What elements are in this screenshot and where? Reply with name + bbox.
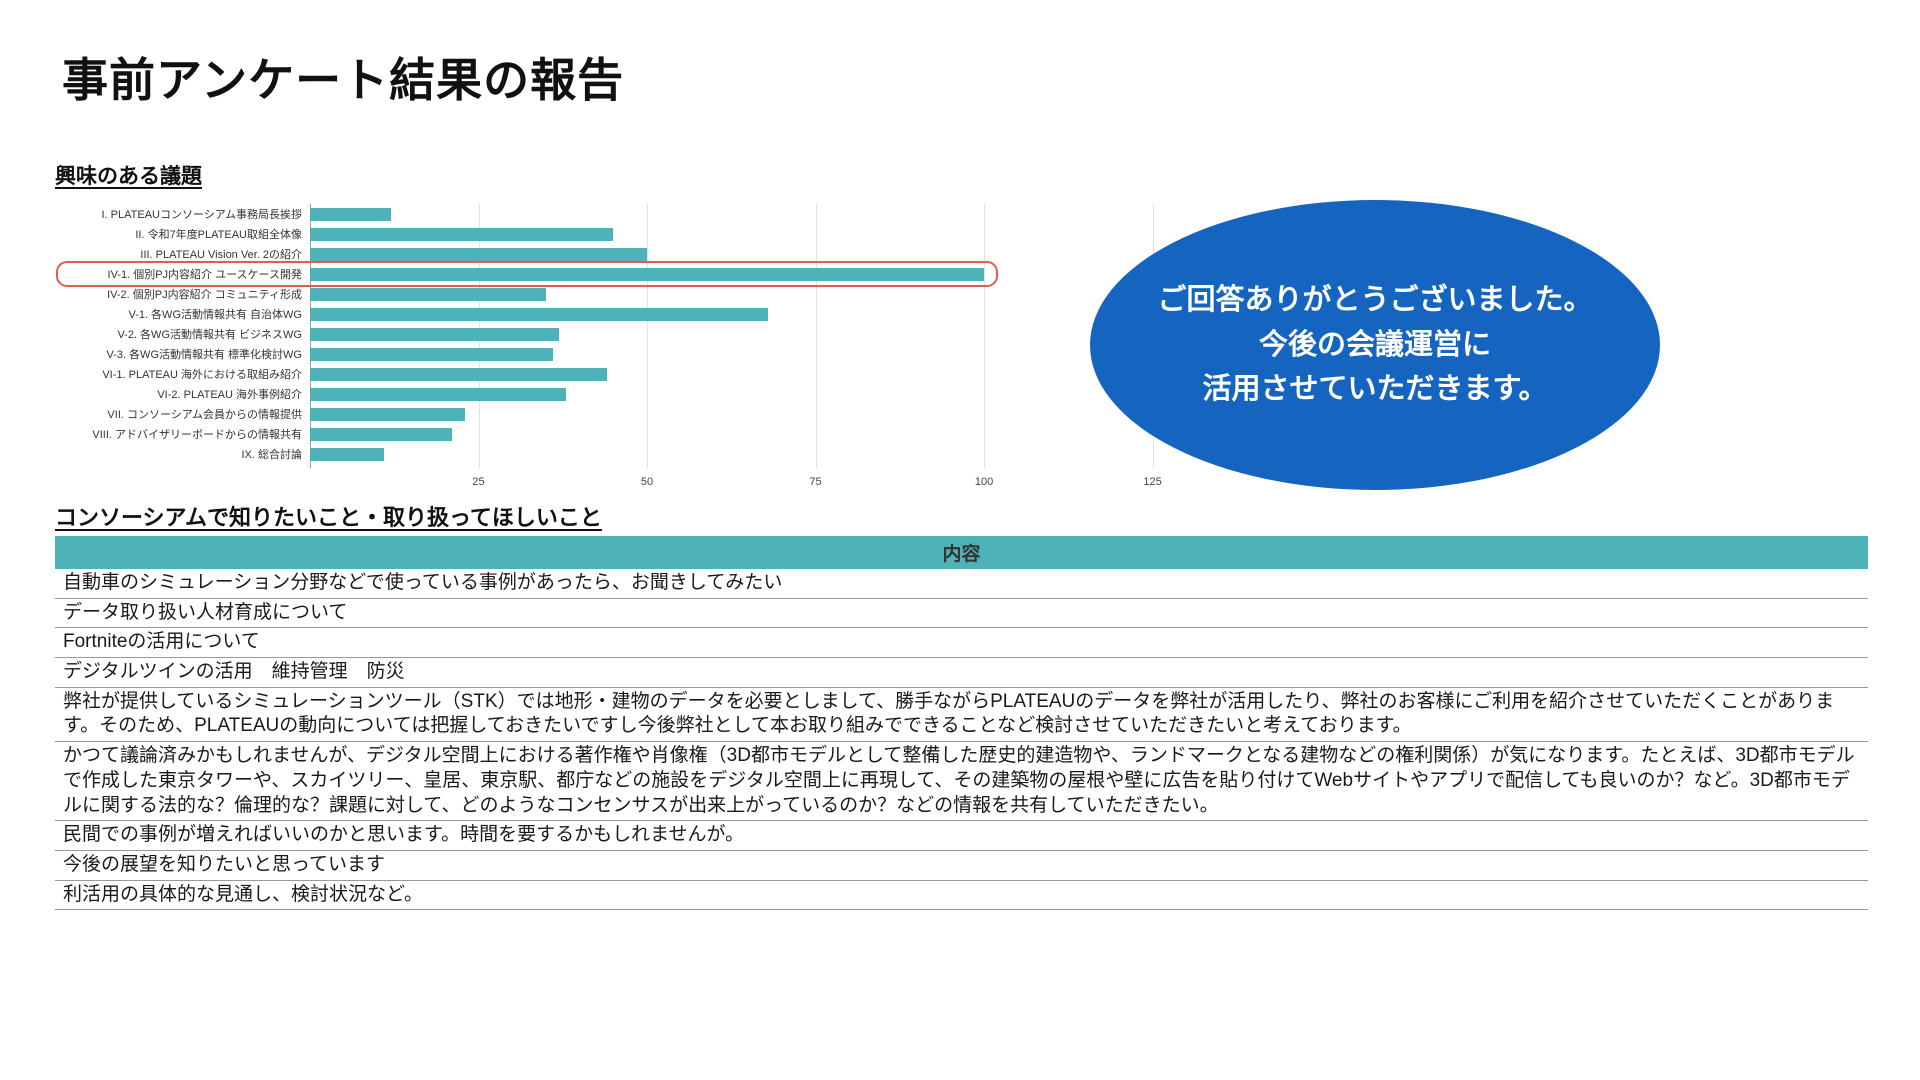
chart-row: V-1. 各WG活動情報共有 自治体WG bbox=[60, 304, 1220, 324]
chart-category-label: V-3. 各WG活動情報共有 標準化検討WG bbox=[106, 349, 302, 361]
chart-rows: I. PLATEAUコンソーシアム事務局長挨拶 II. 令和7年度PLATEAU取… bbox=[56, 204, 1220, 464]
chart-bar-track bbox=[310, 367, 1220, 381]
chart-category-label: V-2. 各WG活動情報共有 ビジネスWG bbox=[117, 329, 302, 341]
chart-category-label: IX. 総合討論 bbox=[241, 449, 302, 461]
table-cell: デジタルツインの活用 維持管理 防災 bbox=[55, 657, 1868, 688]
chart-bar bbox=[310, 427, 452, 441]
table-section-heading: コンソーシアムで知りたいこと・取り扱ってほしいこと bbox=[55, 505, 602, 530]
chart-bar-track bbox=[310, 267, 1220, 281]
chart-bar bbox=[310, 227, 614, 241]
table-cell: Fortniteの活用について bbox=[55, 627, 1868, 659]
chart-row: III. PLATEAU Vision Ver. 2の紹介 bbox=[60, 244, 1220, 264]
x-tick-label: 25 bbox=[472, 476, 485, 488]
chart-category-label: VIII. アドバイザリーボードからの情報共有 bbox=[92, 429, 302, 441]
gridline bbox=[815, 204, 817, 468]
x-tick-label: 125 bbox=[1143, 476, 1162, 488]
table-row: データ取り扱い人材育成について bbox=[55, 598, 1868, 629]
chart-bar-track bbox=[310, 347, 1220, 361]
chart-category-label: II. 令和7年度PLATEAU取組全体像 bbox=[135, 229, 302, 241]
chart-bar bbox=[310, 267, 985, 281]
callout-line: ご回答ありがとうございました。 bbox=[1157, 283, 1593, 316]
chart-bar bbox=[310, 327, 560, 341]
table-header-row: 内容 bbox=[55, 536, 1868, 569]
gridline bbox=[984, 204, 986, 468]
chart-bar bbox=[310, 407, 466, 421]
table-cell: 今後の展望を知りたいと思っています bbox=[55, 850, 1868, 881]
chart-category-label: III. PLATEAU Vision Ver. 2の紹介 bbox=[140, 249, 302, 261]
thanks-callout-ellipse: ご回答ありがとうございました。 今後の会議運営に活用させていただきます。 bbox=[1090, 200, 1660, 490]
callout-line: 活用させていただきます。 bbox=[1202, 373, 1548, 406]
chart-category-label: VII. コンソーシアム会員からの情報提供 bbox=[107, 409, 302, 421]
topics-table-head: 内容 bbox=[55, 536, 1868, 569]
x-tick-label: 50 bbox=[640, 476, 654, 488]
table-row: Fortniteの活用について bbox=[55, 627, 1868, 659]
chart-row: VIII. アドバイザリーボードからの情報共有 bbox=[60, 424, 1220, 444]
table-cell: 民間での事例が増えればいいのかと思います。時間を要するかもしれませんが。 bbox=[55, 820, 1868, 851]
chart-bar-track bbox=[310, 227, 1220, 241]
table-row: 弊社が提供しているシミュレーションツール（STK）では地形・建物のデータを必要と… bbox=[55, 687, 1868, 743]
chart-row: II. 令和7年度PLATEAU取組全体像 bbox=[60, 224, 1220, 244]
interest-bar-chart: I. PLATEAUコンソーシアム事務局長挨拶 II. 令和7年度PLATEAU取… bbox=[56, 204, 1220, 492]
topics-table: 内容 自動車のシミュレーション分野などで使っている事例があったら、お聞きしてみた… bbox=[55, 536, 1868, 911]
table-row: 自動車のシミュレーション分野などで使っている事例があったら、お聞きしてみたい bbox=[55, 569, 1868, 599]
chart-bar bbox=[310, 367, 607, 381]
chart-row: IX. 総合討論 bbox=[60, 444, 1220, 464]
table-cell: データ取り扱い人材育成について bbox=[55, 598, 1868, 629]
table-row: 利活用の具体的な見通し、検討状況など。 bbox=[55, 880, 1868, 911]
chart-bar bbox=[310, 387, 567, 401]
chart-bar-track bbox=[310, 207, 1220, 221]
callout-line: 今後の会議運営に bbox=[1258, 328, 1491, 361]
chart-bar-track bbox=[310, 327, 1220, 341]
chart-bar-track bbox=[310, 287, 1220, 301]
chart-bar-track bbox=[310, 427, 1220, 441]
topics-table-body: 自動車のシミュレーション分野などで使っている事例があったら、お聞きしてみたい デー… bbox=[55, 569, 1868, 911]
chart-category-label: VI-2. PLATEAU 海外事例紹介 bbox=[157, 389, 302, 401]
chart-category-label: IV-1. 個別PJ内容紹介 ユースケース開発 bbox=[107, 269, 302, 281]
x-tick-label: 75 bbox=[809, 476, 822, 488]
chart-bar-track bbox=[310, 407, 1220, 421]
chart-bar bbox=[310, 207, 391, 221]
chart-bar bbox=[310, 307, 769, 321]
table-row: 今後の展望を知りたいと思っています bbox=[55, 850, 1868, 881]
chart-bar-track bbox=[310, 387, 1220, 401]
chart-row: I. PLATEAUコンソーシアム事務局長挨拶 bbox=[60, 204, 1220, 224]
chart-bar-track bbox=[310, 247, 1220, 261]
table-cell: 利活用の具体的な見通し、検討状況など。 bbox=[55, 880, 1868, 911]
chart-bar bbox=[310, 247, 648, 261]
chart-row: V-2. 各WG活動情報共有 ビジネスWG bbox=[60, 324, 1220, 344]
x-tick-label: 100 bbox=[974, 476, 994, 488]
table-cell: 弊社が提供しているシミュレーションツール（STK）では地形・建物のデータを必要と… bbox=[55, 687, 1868, 743]
chart-bar bbox=[310, 447, 385, 461]
chart-row: VI-2. PLATEAU 海外事例紹介 bbox=[60, 384, 1220, 404]
chart-section-heading: 興味のある議題 bbox=[55, 165, 202, 188]
table-header-cell: 内容 bbox=[55, 536, 1868, 569]
chart-row: VI-1. PLATEAU 海外における取組み紹介 bbox=[60, 364, 1220, 384]
chart-category-label: V-1. 各WG活動情報共有 自治体WG bbox=[128, 309, 302, 321]
chart-category-label: I. PLATEAUコンソーシアム事務局長挨拶 bbox=[101, 209, 303, 221]
chart-bar-track bbox=[310, 307, 1220, 321]
page-title: 事前アンケート結果の報告 bbox=[62, 54, 625, 106]
chart-category-label: IV-2. 個別PJ内容紹介 コミュニティ形成 bbox=[107, 289, 302, 301]
callout-text: ご回答ありがとうございました。 今後の会議運営に活用させていただきます。 bbox=[1157, 278, 1592, 413]
chart-row: VII. コンソーシアム会員からの情報提供 bbox=[60, 404, 1220, 424]
chart-row: IV-2. 個別PJ内容紹介 コミュニティ形成 bbox=[60, 284, 1220, 304]
chart-bar bbox=[310, 287, 546, 301]
gridline bbox=[647, 204, 649, 468]
chart-x-axis: 25 50 75 100 125 bbox=[310, 472, 1220, 492]
table-cell: かつて議論済みかもしれませんが、デジタル空間上における著作権や肖像権（3D都市モ… bbox=[55, 741, 1868, 822]
table-row: デジタルツインの活用 維持管理 防災 bbox=[55, 657, 1868, 688]
table-row: かつて議論済みかもしれませんが、デジタル空間上における著作権や肖像権（3D都市モ… bbox=[55, 741, 1868, 822]
chart-category-label: VI-1. PLATEAU 海外における取組み紹介 bbox=[102, 369, 302, 381]
table-cell: 自動車のシミュレーション分野などで使っている事例があったら、お聞きしてみたい bbox=[55, 569, 1868, 599]
chart-row: V-3. 各WG活動情報共有 標準化検討WG bbox=[60, 344, 1220, 364]
chart-bar-track bbox=[310, 447, 1220, 461]
table-row: 民間での事例が増えればいいのかと思います。時間を要するかもしれませんが。 bbox=[55, 820, 1868, 851]
chart-bar bbox=[310, 347, 553, 361]
chart-row: IV-1. 個別PJ内容紹介 ユースケース開発 bbox=[56, 261, 1220, 287]
